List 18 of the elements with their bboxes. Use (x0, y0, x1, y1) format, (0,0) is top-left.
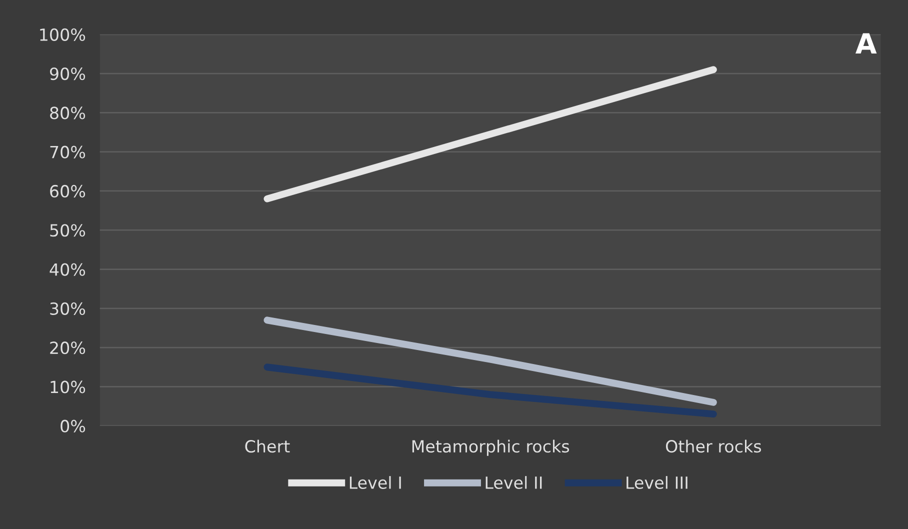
legend-label: Level III (626, 476, 688, 489)
legend-label: Level II (486, 476, 542, 489)
legend-label: Level I (350, 476, 401, 489)
x-tick-label: Chert (245, 440, 290, 453)
y-tick-label: 20% (50, 342, 86, 354)
chart-title: A (855, 33, 877, 54)
x-tick-label: Other rocks (666, 440, 762, 453)
y-tick-label: 10% (50, 380, 86, 394)
y-tick-label: 70% (50, 146, 86, 158)
y-tick-label: 100% (40, 28, 86, 41)
y-tick-label: 80% (50, 106, 86, 120)
y-tick-label: 0% (60, 420, 86, 432)
y-tick-label: 50% (50, 224, 86, 237)
x-tick-label: Metamorphic rocks (412, 440, 570, 456)
y-tick-label: 60% (50, 184, 86, 198)
y-tick-label: 30% (50, 302, 86, 315)
y-tick-label: 40% (50, 263, 86, 276)
y-tick-label: 90% (50, 67, 86, 80)
